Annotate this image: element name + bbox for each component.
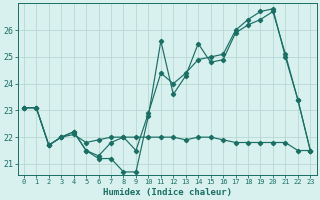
X-axis label: Humidex (Indice chaleur): Humidex (Indice chaleur) [103,188,232,197]
